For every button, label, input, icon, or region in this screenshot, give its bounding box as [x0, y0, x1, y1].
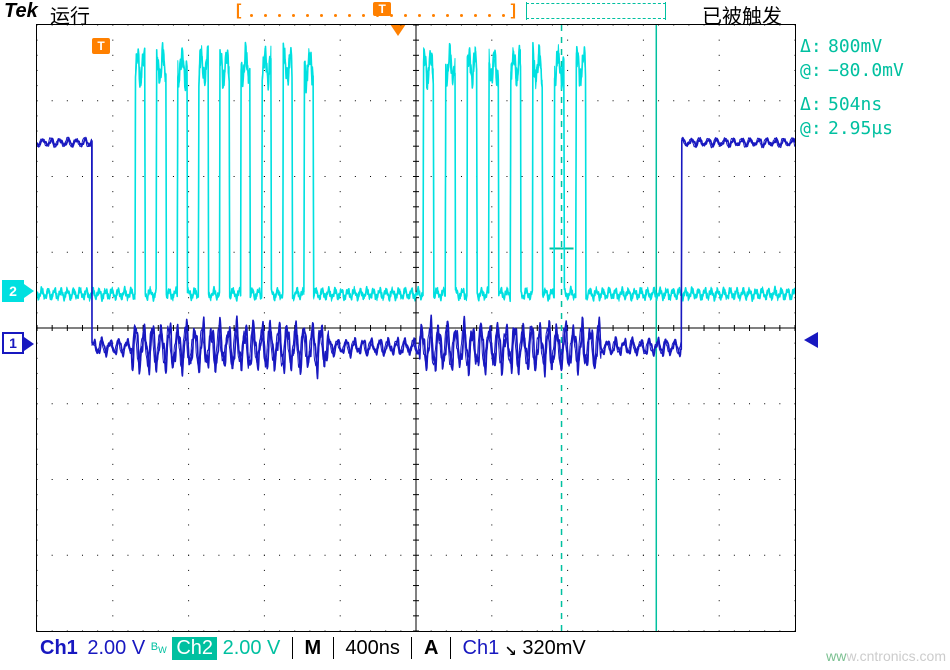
- ch2-scale: 2.00 V: [223, 637, 281, 660]
- record-position-ruler: [] T: [236, 4, 516, 18]
- cursor-measurements: Δ:800mV @:−80.0mV Δ:504ns @:2.95µs: [800, 36, 948, 142]
- ch1-label: Ch1: [36, 637, 82, 660]
- cursor-span-indicator: [526, 3, 666, 19]
- timebase-value: 400ns: [345, 637, 400, 660]
- trigger-source: Ch1: [463, 637, 500, 660]
- ch1-ground-marker: 1: [2, 332, 24, 354]
- trigger-level: 320mV: [522, 637, 585, 660]
- delta-voltage: Δ:800mV: [800, 36, 948, 60]
- trigger-slope-icon: ↘: [505, 636, 517, 660]
- at-time: @:2.95µs: [800, 118, 948, 142]
- watermark: www.cntronics.com: [826, 648, 946, 664]
- delta-time: Δ:504ns: [800, 94, 948, 118]
- waveform-plot: [36, 24, 796, 632]
- timebase-label: M: [305, 637, 322, 660]
- bottom-readout-bar: Ch1 2.00 V BW Ch2 2.00 V M 400ns A Ch1 ↘…: [36, 636, 950, 666]
- at-voltage: @:−80.0mV: [800, 60, 948, 84]
- trigger-level-icon: [804, 332, 818, 348]
- ch2-label: Ch2: [172, 637, 217, 660]
- ch1-scale: 2.00 V: [87, 637, 145, 660]
- oscilloscope-screenshot: Tek 运行 已被触发 [] T T 2 1 Δ:800mV @:−80.0mV…: [0, 0, 950, 670]
- top-bar: Tek 运行 已被触发 [] T: [0, 0, 950, 24]
- brand-logo: Tek: [4, 0, 38, 23]
- bandwidth-icon: BW: [151, 641, 167, 655]
- trigger-label: A: [424, 637, 438, 660]
- ch2-ground-marker: 2: [2, 280, 24, 302]
